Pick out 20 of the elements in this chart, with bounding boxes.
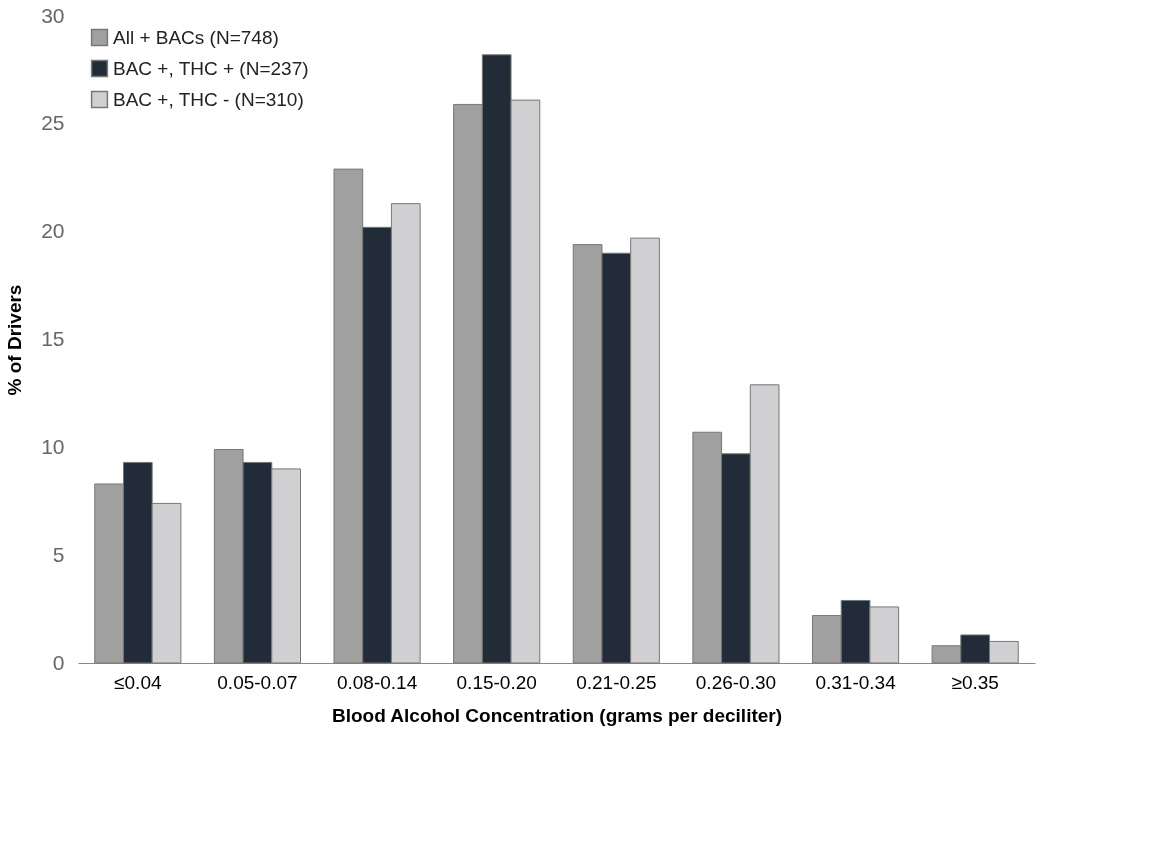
legend-label: BAC +, THC - (N=310)	[113, 88, 304, 110]
legend-label: All + BACs (N=748)	[113, 26, 279, 48]
x-tick-label: 0.26-0.30	[695, 671, 777, 693]
x-tick-label: 0.15-0.20	[456, 671, 537, 693]
y-tick-label: 20	[41, 219, 65, 243]
x-tick-label: 0.21-0.25	[576, 671, 657, 693]
x-tick-label: ≤0.04	[114, 671, 162, 693]
x-tick-label: 0.31-0.34	[815, 671, 897, 693]
y-tick-label: 25	[41, 111, 65, 135]
x-tick-label: 0.05-0.07	[217, 671, 298, 693]
y-tick-label: 30	[41, 3, 65, 27]
y-tick-label: 5	[52, 542, 65, 566]
x-tick-label: 0.08-0.14	[336, 671, 418, 693]
x-tick-label: ≥0.35	[951, 671, 999, 693]
y-tick-label: 0	[52, 650, 65, 674]
x-axis-title: Blood Alcohol Concentration (grams per deciliter)	[331, 704, 783, 726]
y-axis-title: % of Drivers	[4, 284, 26, 396]
y-tick-label: 10	[41, 434, 65, 458]
legend-label: BAC +, THC + (N=237)	[113, 57, 309, 79]
y-tick-label: 15	[41, 327, 65, 350]
